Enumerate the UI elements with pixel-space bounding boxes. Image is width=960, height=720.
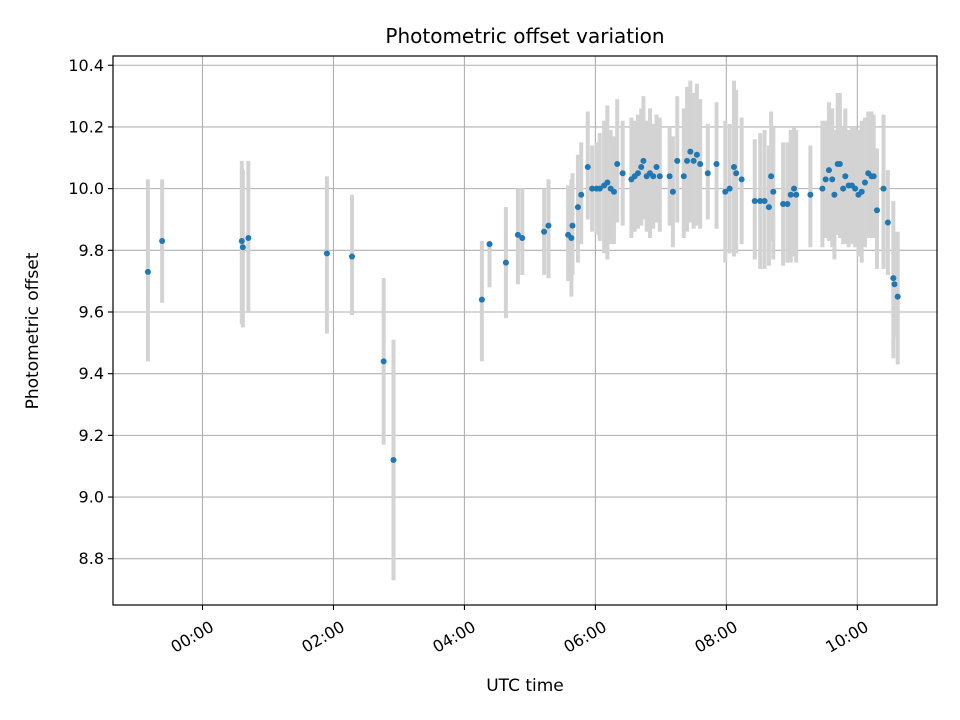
data-point: [656, 173, 663, 180]
data-point: [793, 191, 800, 198]
data-point: [757, 197, 764, 204]
data-point: [713, 160, 720, 167]
data-point: [349, 253, 356, 260]
data-point: [519, 234, 526, 241]
data-point: [784, 201, 791, 208]
data-point: [831, 191, 838, 198]
data-point: [239, 244, 246, 251]
data-point: [478, 296, 485, 303]
data-point: [578, 191, 585, 198]
plot-frame: [112, 55, 938, 606]
data-point: [884, 219, 891, 226]
data-point: [852, 185, 859, 192]
data-point: [650, 173, 657, 180]
data-point: [596, 185, 603, 192]
data-point: [541, 228, 548, 235]
data-point: [684, 157, 691, 164]
data-point: [807, 191, 814, 198]
data-point: [638, 164, 645, 171]
data-point: [653, 164, 660, 171]
data-point: [836, 160, 843, 167]
data-point: [761, 197, 768, 204]
data-point: [568, 234, 575, 241]
data-point: [680, 173, 687, 180]
y-tick-label: 9.6: [79, 302, 104, 321]
data-point: [819, 185, 826, 192]
grid-layer: [113, 56, 937, 605]
data-point: [891, 281, 898, 288]
y-axis-title: Photometric offset: [23, 252, 43, 409]
data-point: [569, 222, 576, 229]
data-point: [738, 176, 745, 183]
data-point: [323, 250, 330, 257]
data-point: [870, 173, 877, 180]
data-point: [502, 259, 509, 266]
data-point: [245, 234, 252, 241]
y-axis: 8.8 9.0 9.2 9.4 9.6 9.8 10.0 10.2 10.4: [68, 56, 113, 568]
data-point: [390, 457, 397, 464]
data-point: [584, 164, 591, 171]
data-point: [726, 185, 733, 192]
data-point: [894, 293, 901, 300]
data-point: [380, 358, 387, 365]
data-point: [751, 197, 758, 204]
data-point: [514, 231, 521, 238]
data-point: [693, 151, 700, 158]
y-tick-label: 10.0: [68, 179, 104, 198]
data-point: [697, 160, 704, 167]
data-point: [822, 176, 829, 183]
data-point: [825, 167, 832, 174]
x-axis-title: UTC time: [486, 676, 564, 696]
data-point: [574, 204, 581, 211]
data-point: [787, 191, 794, 198]
data-point: [733, 170, 740, 177]
data-point: [640, 157, 647, 164]
y-tick-label: 10.4: [68, 56, 104, 75]
data-point: [690, 157, 697, 164]
data-point: [770, 188, 777, 195]
data-point: [840, 185, 847, 192]
data-point: [890, 275, 897, 282]
data-point: [634, 170, 641, 177]
data-point: [589, 185, 596, 192]
y-tick-label: 9.0: [79, 488, 104, 507]
y-tick-label: 9.4: [79, 364, 104, 383]
data-point: [610, 188, 617, 195]
data-point: [666, 173, 673, 180]
data-point: [486, 241, 493, 248]
chart-title: Photometric offset variation: [385, 24, 664, 48]
data-point: [545, 222, 552, 229]
data-point: [674, 157, 681, 164]
y-tick-label: 10.2: [68, 117, 104, 136]
y-tick-label: 8.8: [79, 549, 104, 568]
data-point: [880, 185, 887, 192]
data-point: [829, 176, 836, 183]
data-point: [704, 170, 711, 177]
data-point: [873, 207, 880, 214]
data-point: [791, 185, 798, 192]
data-point: [619, 170, 626, 177]
data-point: [842, 173, 849, 180]
data-point: [144, 268, 151, 275]
data-point: [669, 188, 676, 195]
point-layer: [144, 148, 901, 464]
data-point: [722, 188, 729, 195]
data-point: [159, 238, 166, 245]
data-point: [765, 204, 772, 211]
data-point: [768, 173, 775, 180]
data-point: [861, 179, 868, 186]
y-tick-label: 9.8: [79, 241, 104, 260]
data-point: [604, 179, 611, 186]
data-point: [858, 188, 865, 195]
data-point: [614, 160, 621, 167]
data-point: [238, 238, 245, 245]
data-point: [731, 164, 738, 171]
data-point: [687, 148, 694, 155]
y-tick-label: 9.2: [79, 426, 104, 445]
data-point: [780, 201, 787, 208]
